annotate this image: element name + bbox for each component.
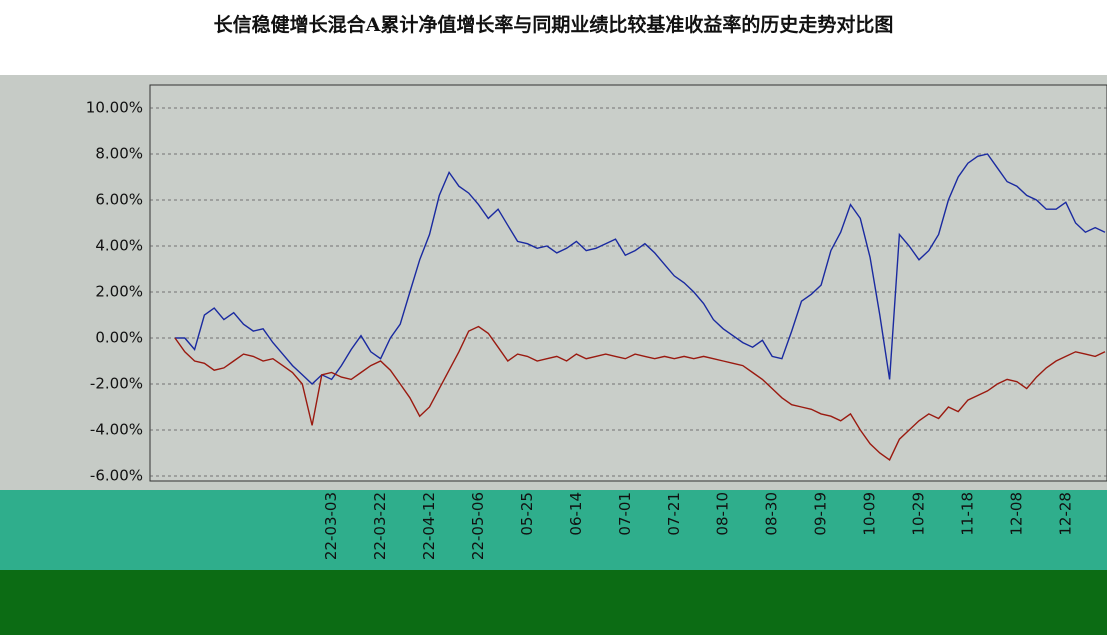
x-tick-label: 12-08	[1007, 492, 1025, 536]
x-tick-label: 07-21	[665, 492, 683, 536]
plot-area	[149, 84, 1107, 482]
x-tick-label: 09-19	[812, 492, 830, 536]
y-tick-label: -4.00%	[90, 421, 143, 439]
x-tick-label: 10-09	[861, 492, 879, 536]
x-tick-label: 22-04-12	[420, 492, 438, 560]
band	[0, 490, 1107, 570]
y-tick-label: -6.00%	[90, 467, 143, 485]
x-tick-label: 07-01	[616, 492, 634, 536]
series-line	[175, 153, 1106, 385]
chart-title: 长信稳健增长混合A累计净值增长率与同期业绩比较基准收益率的历史走势对比图	[213, 14, 894, 36]
x-tick-label: 11-18	[958, 492, 976, 536]
y-tick-label: 4.00%	[95, 237, 143, 255]
x-tick-label: 22-05-06	[469, 492, 487, 560]
lines	[174, 153, 1106, 461]
band	[0, 570, 1107, 635]
x-tick-label: 12-28	[1056, 492, 1074, 536]
x-tick-label: 05-25	[518, 492, 536, 536]
x-tick-label: 06-14	[567, 492, 585, 536]
x-tick-label: 22-03-22	[371, 492, 389, 560]
y-tick-label: -2.00%	[90, 375, 143, 393]
y-tick-label: 0.00%	[95, 329, 143, 347]
x-tick-label: 22-03-03	[322, 492, 340, 560]
series-line	[174, 325, 1106, 461]
x-tick-label: 08-10	[714, 492, 732, 536]
y-tick-label: 10.00%	[86, 99, 143, 117]
x-tick-label: 08-30	[763, 492, 781, 536]
x-tick-label: 10-29	[910, 492, 928, 536]
y-tick-label: 6.00%	[95, 191, 143, 209]
y-tick-label: 2.00%	[95, 283, 143, 301]
labels: -6.00% -4.00% -2.00% 0.00% 2.00% 4.00% 6.00% 8.…	[86, 99, 1075, 561]
y-tick-label: 8.00%	[95, 145, 143, 163]
